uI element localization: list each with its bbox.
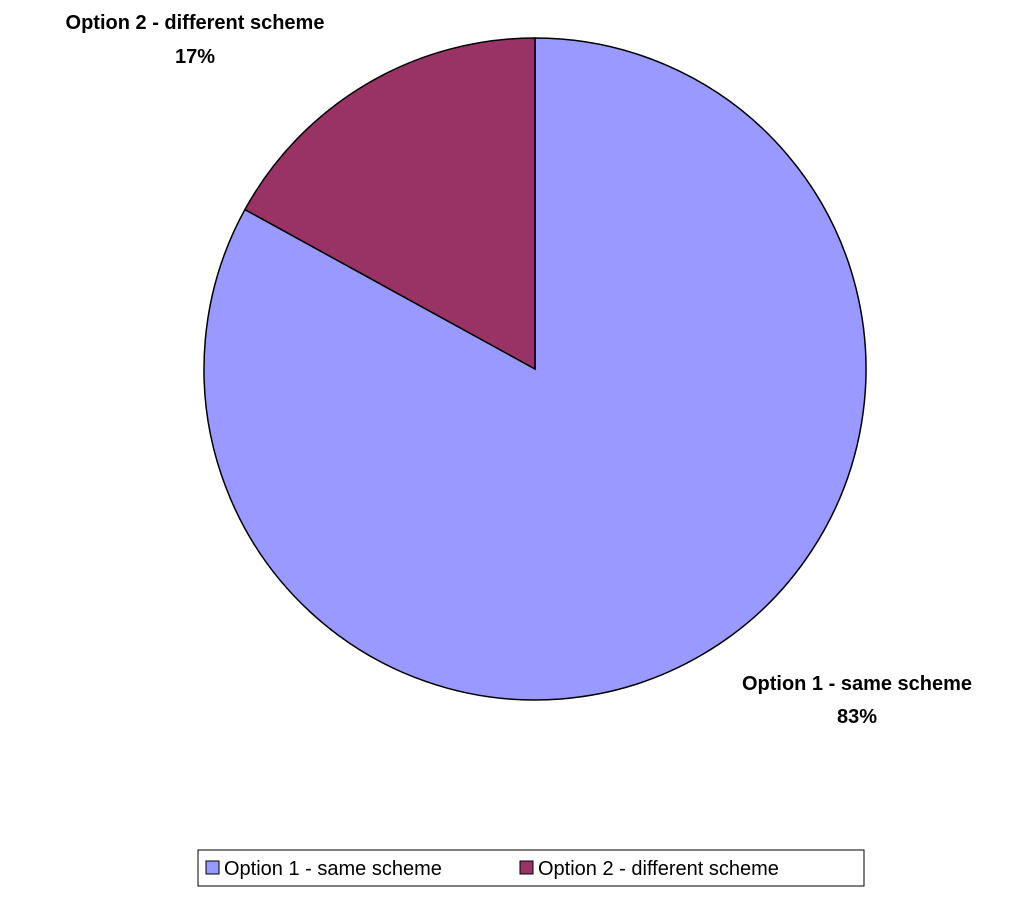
pie-slice-option-2 [243,37,536,371]
data-label-option-2-name: Option 2 - different scheme [66,12,325,34]
legend-label-option-1: Option 1 - same scheme [224,858,442,880]
data-labels: Option 2 - different scheme 17% Option 1… [66,12,973,728]
data-label-option-2-value: 17% [175,46,215,68]
legend: Option 1 - same scheme Option 2 - differ… [197,849,865,887]
legend-swatch-option-2 [519,860,534,875]
legend-swatch-option-1 [205,860,220,875]
legend-label-option-2: Option 2 - different scheme [538,858,779,880]
pie-slice-option-1 [203,37,867,701]
data-label-option-1-value: 83% [837,706,877,728]
pie-slices [203,37,867,701]
data-label-option-1-name: Option 1 - same scheme [742,673,972,695]
